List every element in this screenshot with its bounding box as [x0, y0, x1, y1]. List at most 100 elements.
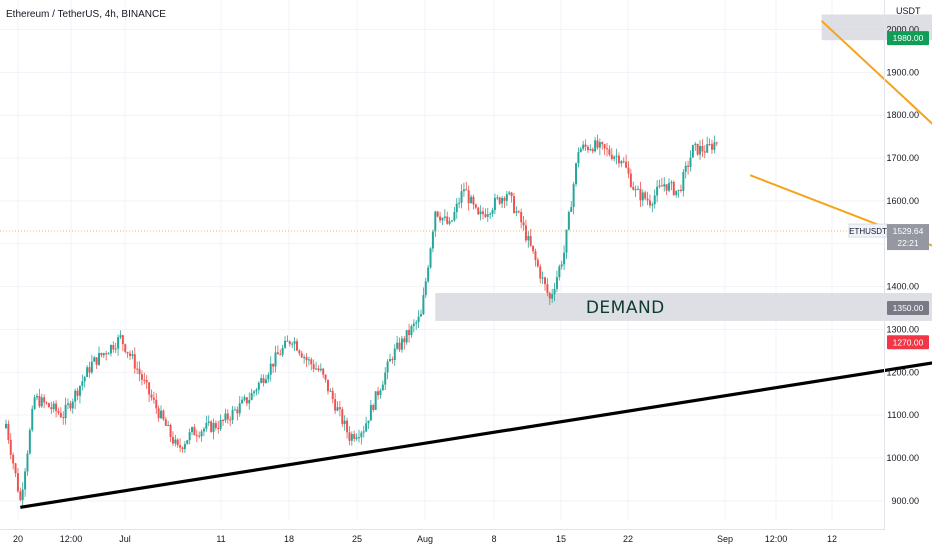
- candle-body: [329, 390, 332, 392]
- candle-body: [9, 439, 12, 455]
- candle-body: [186, 440, 189, 445]
- candle-body: [591, 149, 594, 152]
- candle-body: [169, 424, 172, 437]
- candle-body: [536, 259, 539, 267]
- candle-body: [582, 144, 585, 149]
- candle-body: [598, 142, 601, 148]
- candle-body: [532, 245, 535, 252]
- candle-body: [369, 405, 372, 421]
- candle-body: [386, 361, 389, 373]
- candle-body: [19, 491, 22, 501]
- candle-body: [212, 422, 215, 432]
- candle-body: [412, 323, 415, 327]
- candle-body: [129, 353, 132, 356]
- candle-body: [665, 184, 668, 191]
- candle-body: [489, 213, 492, 215]
- candle-body: [470, 196, 473, 204]
- candle-body: [503, 197, 506, 201]
- candle-body: [152, 397, 155, 400]
- candle-body: [498, 197, 501, 204]
- candle-body: [291, 343, 294, 345]
- candle-body: [629, 173, 632, 187]
- candle-body: [57, 410, 60, 413]
- candle-body: [295, 341, 298, 351]
- candle-body: [100, 353, 103, 356]
- candle-body: [148, 382, 151, 395]
- candle-body: [231, 409, 234, 420]
- candle-body: [446, 216, 449, 224]
- candle-body: [307, 359, 310, 361]
- candle-body: [388, 359, 391, 362]
- candle-body: [439, 216, 442, 221]
- candle-body: [193, 427, 196, 436]
- x-tick-label: 25: [352, 534, 362, 544]
- x-tick-label: Jul: [119, 534, 131, 544]
- candle-body: [424, 281, 427, 296]
- entry-price-tag: 1350.00: [893, 303, 924, 313]
- candle-body: [224, 413, 227, 421]
- symbol-tag: ETHUSDT: [849, 227, 887, 236]
- candle-body: [715, 142, 718, 144]
- candle-body: [429, 248, 432, 268]
- currency-label: USDT: [896, 6, 921, 16]
- candle-body: [267, 374, 270, 380]
- candle-body: [5, 423, 7, 429]
- candle-body: [281, 347, 284, 355]
- candle-body: [114, 348, 117, 350]
- candle-body: [31, 408, 34, 431]
- candle-body: [164, 419, 167, 426]
- y-tick-label: 1900.00: [886, 67, 919, 77]
- candle-body: [350, 433, 353, 441]
- candle-body: [708, 144, 711, 146]
- candle-body: [522, 222, 525, 226]
- candle-body: [217, 428, 220, 430]
- candle-body: [441, 217, 444, 221]
- candle-body: [88, 367, 91, 373]
- candle-body: [264, 379, 267, 384]
- candle-body: [102, 353, 105, 356]
- candle-body: [150, 394, 153, 398]
- candle-body: [367, 420, 370, 424]
- candle-body: [679, 189, 682, 192]
- candle-body: [36, 395, 38, 398]
- candle-body: [677, 189, 680, 191]
- candle-body: [603, 144, 606, 149]
- candle-body: [93, 357, 96, 362]
- candle-body: [560, 264, 563, 267]
- candle-body: [200, 431, 203, 437]
- candle-body: [138, 368, 141, 375]
- candle-body: [279, 354, 282, 356]
- candle-body: [551, 294, 554, 299]
- candle-body: [658, 185, 661, 187]
- candle-body: [539, 266, 542, 279]
- y-tick-label: 1300.00: [886, 324, 919, 334]
- entry-price-tag-bg: [887, 301, 929, 316]
- candle-body: [501, 197, 504, 204]
- candle-body: [162, 410, 165, 420]
- candle-body: [276, 352, 279, 355]
- candle-body: [529, 236, 532, 246]
- candle-body: [262, 378, 265, 384]
- candle-body: [405, 330, 408, 343]
- candle-body: [474, 204, 477, 208]
- candle-body: [346, 420, 349, 433]
- candle-body: [699, 146, 702, 155]
- candle-body: [434, 211, 437, 232]
- candle-body: [575, 163, 578, 185]
- candle-body: [508, 192, 511, 195]
- candle-body: [615, 155, 618, 157]
- candle-body: [86, 367, 89, 377]
- y-tick-label: 1400.00: [886, 282, 919, 292]
- candle-body: [210, 421, 213, 432]
- candle-body: [656, 186, 659, 196]
- candle-body: [586, 146, 589, 151]
- candle-body: [682, 171, 685, 192]
- current-price-tag: 1529.64: [893, 226, 924, 236]
- candle-body: [28, 430, 31, 454]
- candle-body: [451, 220, 453, 222]
- candle-body: [312, 364, 315, 370]
- candle-body: [467, 190, 470, 204]
- candle-body: [222, 419, 225, 421]
